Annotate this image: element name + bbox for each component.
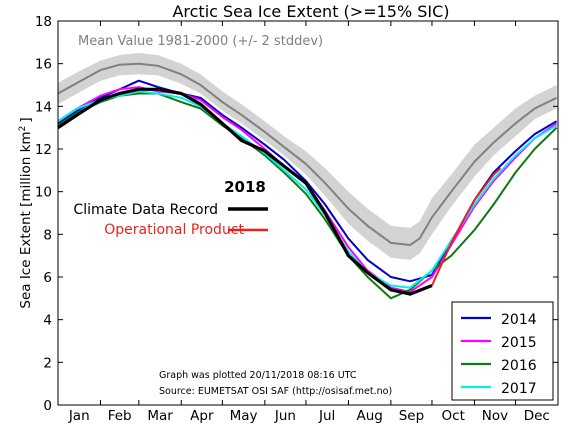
mean-annotation: Mean Value 1981-2000 (+/- 2 stddev) xyxy=(78,34,323,49)
legend-label-2017: 2017 xyxy=(501,381,537,397)
x-tick-label-aug: Aug xyxy=(356,408,382,424)
plot-frame xyxy=(57,20,559,406)
y-tick-label: 16 xyxy=(35,57,52,73)
y-axis: 0 2 4 6 8 10 12 14 16 18 xyxy=(35,14,558,414)
x-tick-label-jun: Jun xyxy=(274,408,296,424)
x-tick-label-oct: Oct xyxy=(442,408,465,424)
legend-2018: 2018 Climate Data Record Operational Pro… xyxy=(73,178,268,238)
legend-label-2015: 2015 xyxy=(501,335,537,351)
legend-operational-product-label: Operational Product xyxy=(104,222,244,238)
x-tick-label-may: May xyxy=(230,408,258,424)
x-tick-label-apr: Apr xyxy=(190,408,214,424)
x-tick-label-sep: Sep xyxy=(399,408,424,424)
source-note: Source: EUMETSAT OSI SAF (http://osisaf.… xyxy=(159,386,392,397)
legend-climate-data-record-label: Climate Data Record xyxy=(73,202,218,218)
plot-area xyxy=(57,53,558,300)
x-tick-label-dec: Dec xyxy=(524,408,550,424)
mean-line xyxy=(57,62,558,247)
series-lines xyxy=(57,79,558,300)
series-line-0 xyxy=(57,79,558,283)
series-line-2 xyxy=(57,92,558,300)
x-tick-label-nov: Nov xyxy=(482,408,508,424)
series-line-3 xyxy=(57,90,558,289)
y-tick-label: 14 xyxy=(35,99,52,115)
legend-box: 2014 2015 2016 2017 xyxy=(451,301,554,401)
x-tick-label-feb: Feb xyxy=(108,408,132,424)
y-tick-label: 6 xyxy=(43,270,52,286)
x-tick-label-jan: Jan xyxy=(68,408,90,424)
x-tick-label-jul: Jul xyxy=(318,408,335,424)
series-line-4 xyxy=(57,87,433,296)
stddev-band xyxy=(58,53,557,260)
chart-title: Arctic Sea Ice Extent (>=15% SIC) xyxy=(172,2,449,21)
y-axis-label: Sea Ice Extent [million km2] xyxy=(18,117,34,308)
legend-label-2016: 2016 xyxy=(501,358,537,374)
legend-2018-title: 2018 xyxy=(224,178,266,196)
x-axis: Jan Feb Mar Apr May Jun Jul Aug Sep Oct Nov Dec xyxy=(57,21,559,424)
y-tick-label: 2 xyxy=(43,355,52,371)
y-tick-label: 12 xyxy=(35,142,52,158)
y-axis-label-main: Sea Ice Extent [million km xyxy=(18,131,34,308)
y-tick-label: 18 xyxy=(35,14,52,30)
y-axis-label-end: ] xyxy=(18,117,34,122)
y-tick-label: 0 xyxy=(43,398,52,414)
y-tick-label: 10 xyxy=(35,185,52,201)
series-line-5 xyxy=(431,167,502,286)
y-axis-label-sup: 2 xyxy=(18,126,28,132)
y-tick-label: 8 xyxy=(43,227,52,243)
y-tick-label: 4 xyxy=(43,313,52,329)
plotted-note: Graph was plotted 20/11/2018 08:16 UTC xyxy=(159,370,357,381)
legend-label-2014: 2014 xyxy=(501,312,537,328)
x-tick-label-mar: Mar xyxy=(147,408,173,424)
legend-entries: 2014 2015 2016 2017 xyxy=(461,312,537,397)
